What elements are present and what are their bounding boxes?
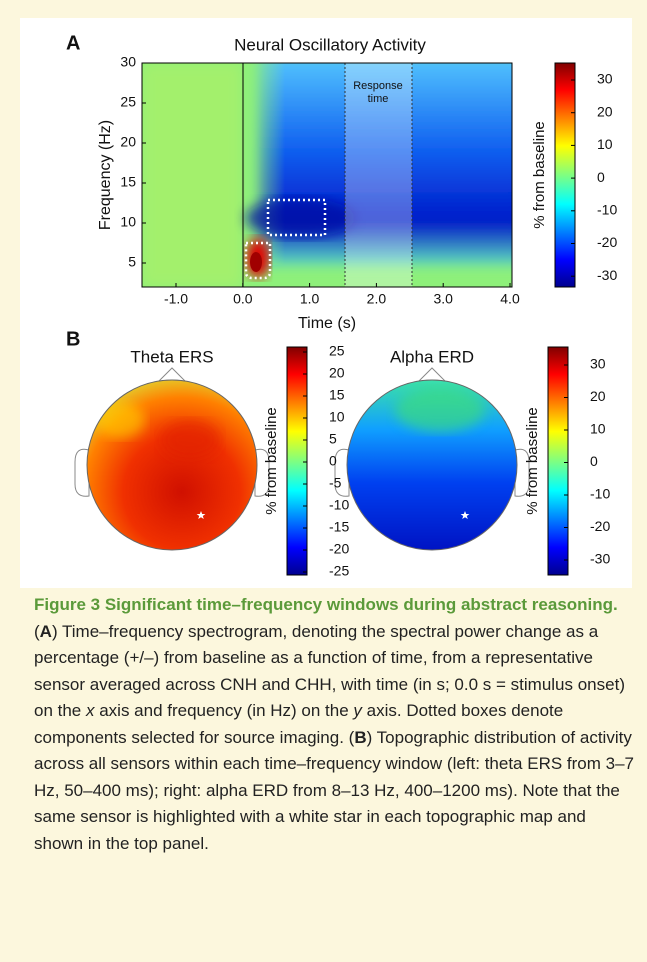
dotted-box <box>244 241 272 280</box>
panel-label: A <box>66 32 80 54</box>
colorbar <box>286 346 308 576</box>
colorbar-tick-label: -25 <box>329 563 349 579</box>
colorbar-tick-label: 25 <box>329 343 345 359</box>
colorbar-tick-label: 10 <box>590 421 606 437</box>
star <box>196 511 206 519</box>
x-axis-label: Time (s) <box>298 315 356 332</box>
x-tick-label: 0.0 <box>233 291 253 307</box>
panel-title: Neural Oscillatory Activity <box>234 35 426 54</box>
colorbar-label: % from baseline <box>524 407 541 515</box>
y-tick-label: 15 <box>120 174 136 190</box>
spectrogram <box>142 63 512 287</box>
colorbar-tick-label: 5 <box>329 431 337 447</box>
y-tick-label: 10 <box>120 214 136 230</box>
colorbar-tick-label: -10 <box>329 497 349 513</box>
colorbar-label: % from baseline <box>263 407 280 515</box>
caption-text: B <box>354 727 367 747</box>
dotted-box <box>266 198 327 237</box>
colorbar-tick-label: -20 <box>329 541 349 557</box>
caption-text: ( <box>34 621 40 641</box>
colorbar-tick-label: -15 <box>329 519 349 535</box>
colorbar-tick-label: -10 <box>590 486 610 502</box>
x-tick-label: -1.0 <box>164 291 188 307</box>
colorbar <box>547 346 569 576</box>
caption-text: axis and frequency (in Hz) on the <box>94 701 354 720</box>
head-outline <box>346 379 518 551</box>
colorbar-tick-label: 30 <box>597 71 613 87</box>
y-axis-label: Frequency (Hz) <box>97 120 114 230</box>
topomap <box>87 380 257 550</box>
head-outline <box>86 379 258 551</box>
colorbar-tick-label: 0 <box>590 453 598 469</box>
colorbar-tick-label: -20 <box>597 234 617 250</box>
colorbar-tick-label: 20 <box>329 365 345 381</box>
x-tick-label: 2.0 <box>367 291 387 307</box>
colorbar-tick-label: 30 <box>590 356 606 372</box>
x-tick-label: 4.0 <box>500 291 520 307</box>
panel-label: B <box>66 328 80 350</box>
annotation: Response time <box>353 80 403 105</box>
caption-text: ) Topographic distribution of activity a… <box>34 727 634 853</box>
plot-frame <box>141 62 513 288</box>
map-title: Alpha ERD <box>390 347 474 366</box>
star <box>460 511 470 519</box>
caption-text: x <box>86 701 95 720</box>
colorbar-tick-label: 0 <box>329 453 337 469</box>
y-tick-label: 20 <box>120 134 136 150</box>
y-tick-label: 30 <box>120 54 136 70</box>
colorbar-tick-label: 20 <box>597 103 613 119</box>
topomap <box>347 380 517 550</box>
caption: Figure 3 Significant time–frequency wind… <box>34 592 634 857</box>
map-title: Theta ERS <box>130 347 213 366</box>
colorbar-tick-label: 15 <box>329 387 345 403</box>
x-tick-label: 1.0 <box>300 291 320 307</box>
x-tick-label: 3.0 <box>433 291 453 307</box>
colorbar-tick-label: -20 <box>590 518 610 534</box>
colorbar-tick-label: -5 <box>329 475 342 491</box>
caption-text: ) Time–frequency spectrogram, denoting t… <box>34 621 625 721</box>
colorbar-tick-label: 10 <box>597 136 613 152</box>
colorbar-tick-label: -10 <box>597 202 617 218</box>
colorbar-tick-label: -30 <box>590 551 610 567</box>
y-tick-label: 5 <box>128 254 136 270</box>
y-tick-label: 25 <box>120 94 136 110</box>
figure: A Neural Oscillatory Activity Response ti… <box>20 18 632 588</box>
colorbar-label: % from baseline <box>531 121 548 229</box>
caption-title: Figure 3 Significant time–frequency wind… <box>34 595 618 614</box>
colorbar-tick-label: 20 <box>590 388 606 404</box>
caption-text: y <box>353 701 362 720</box>
colorbar <box>554 62 576 288</box>
colorbar-tick-label: -30 <box>597 267 617 283</box>
colorbar-tick-label: 10 <box>329 409 345 425</box>
caption-text: axis. Dotted boxes denote components sel… <box>34 701 564 747</box>
head <box>74 367 530 497</box>
caption-text: A <box>39 621 52 641</box>
colorbar-tick-label: 0 <box>597 169 605 185</box>
